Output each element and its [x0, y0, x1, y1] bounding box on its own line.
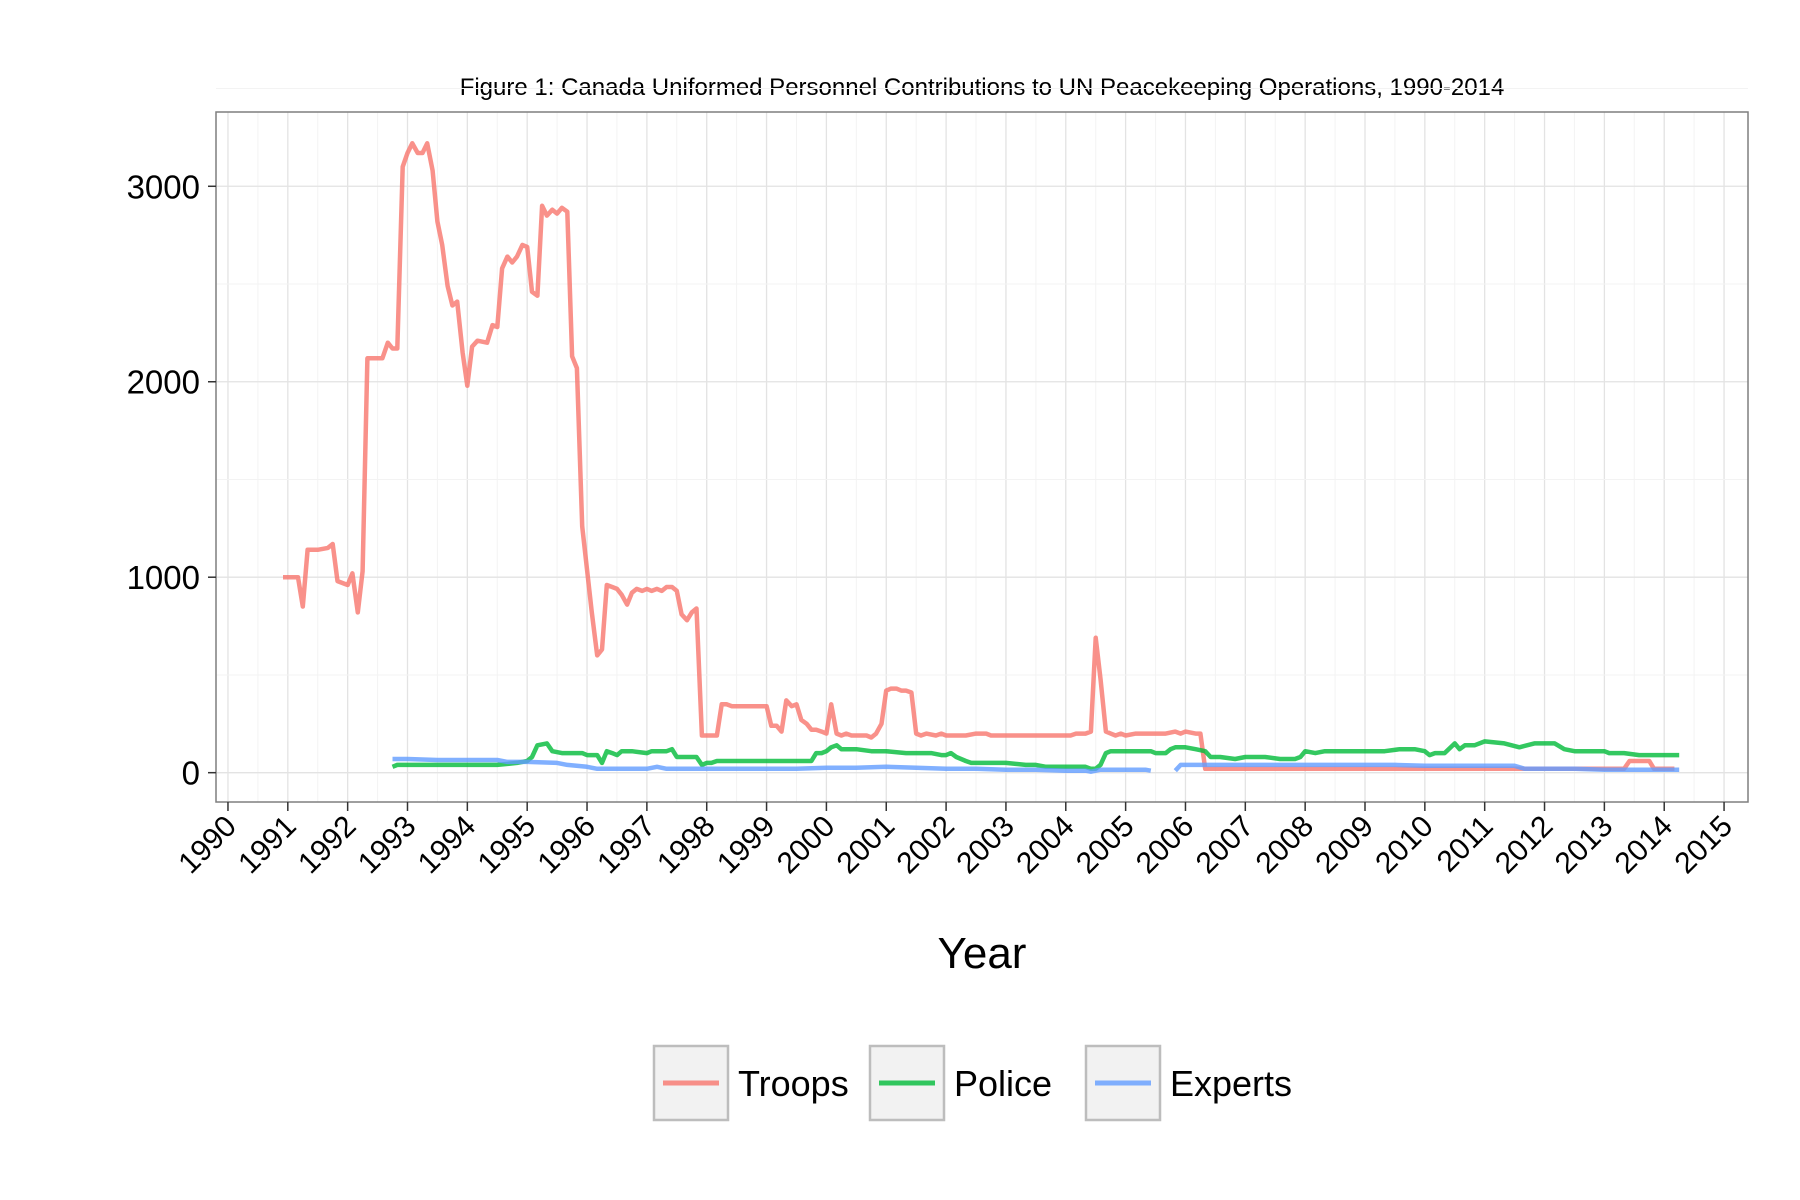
legend-item-troops: Troops	[652, 1044, 849, 1122]
x-tick-label: 2012	[1489, 810, 1560, 881]
y-tick-label: 2000	[127, 364, 200, 401]
x-tick-label: 2000	[771, 810, 842, 881]
y-tick-label: 1000	[127, 559, 200, 596]
legend-item-police: Police	[868, 1044, 1052, 1122]
x-tick-label: 1996	[531, 810, 602, 881]
chart-title: Figure 1: Canada Uniformed Personnel Con…	[460, 74, 1505, 101]
y-tick-label: 3000	[127, 168, 200, 205]
legend-label: Troops	[738, 1063, 849, 1104]
grid-lines	[216, 88, 1748, 802]
x-tick-label: 2009	[1309, 810, 1380, 881]
x-tick-label: 2013	[1549, 810, 1620, 881]
legend-item-experts: Experts	[1084, 1044, 1292, 1122]
x-tick-label: 2003	[950, 810, 1021, 881]
x-tick-label: 2014	[1609, 810, 1680, 881]
x-tick-label: 1994	[412, 810, 483, 881]
series-line-troops	[283, 141, 1675, 772]
plot-panel	[216, 112, 1748, 802]
x-tick-label: 1991	[232, 810, 303, 881]
x-tick-label: 1993	[352, 810, 423, 881]
legend-label: Police	[954, 1063, 1052, 1104]
x-tick-label: 2011	[1431, 810, 1500, 879]
legend-label: Experts	[1170, 1063, 1292, 1104]
x-axis-title: Year	[938, 929, 1027, 978]
legend: Troops Police Experts	[652, 1044, 1292, 1122]
x-tick-label: 2002	[891, 810, 962, 881]
x-tick-label: 2008	[1250, 810, 1321, 881]
x-tick-label: 2004	[1010, 810, 1081, 881]
x-tick-label: 2015	[1668, 810, 1739, 881]
x-tick-label: 2005	[1070, 810, 1141, 881]
x-tick-label: 2001	[831, 810, 902, 881]
x-tick-label: 1998	[651, 810, 722, 881]
x-tick-label: 1995	[472, 810, 543, 881]
x-tick-label: 2006	[1130, 810, 1201, 881]
x-tick-label: 2007	[1190, 810, 1261, 881]
x-tick-label: 1992	[292, 810, 363, 881]
plot-border	[215, 111, 1749, 803]
x-tick-label: 1999	[711, 810, 782, 881]
x-tick-label: 1990	[172, 810, 243, 881]
x-tick-label: 1997	[591, 810, 662, 881]
series-line-experts	[392, 756, 1680, 774]
x-tick-label: 2010	[1369, 810, 1440, 881]
series-lines	[283, 141, 1680, 774]
y-tick-label: 0	[182, 755, 200, 792]
series-line-police	[391, 739, 1680, 772]
